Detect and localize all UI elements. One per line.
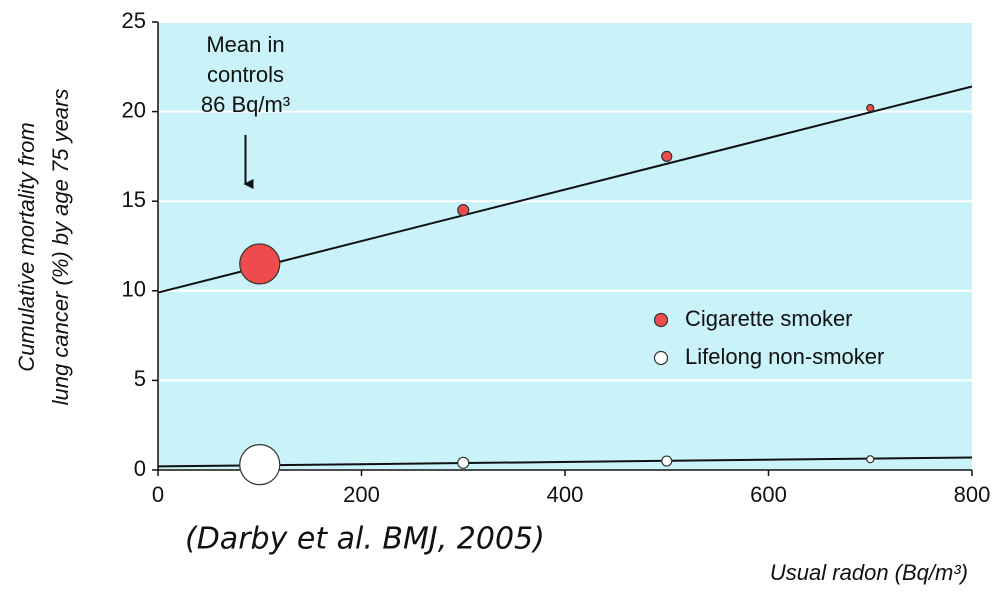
legend-marker [653, 312, 669, 328]
citation: (Darby et al. BMJ, 2005) [185, 522, 545, 557]
y-tick-label: 5 [134, 366, 146, 391]
fit-line [157, 456, 973, 468]
y-tick-label: 20 [122, 97, 146, 122]
data-point [239, 444, 281, 486]
data-point [661, 455, 673, 467]
data-point [866, 455, 875, 464]
data-point [661, 150, 673, 162]
data-point [866, 103, 875, 113]
plot-background [158, 22, 972, 470]
x-axis-label: Usual radon (Bq/m³) [770, 560, 968, 585]
x-tick-label: 600 [750, 482, 787, 507]
legend-marker [653, 350, 669, 366]
annotation: Mean in [206, 32, 284, 57]
annotation: controls [207, 62, 284, 87]
x-tick-label: 400 [547, 482, 584, 507]
y-axis-label: lung cancer (%) by age 75 years [48, 89, 73, 406]
x-tick-label: 800 [954, 482, 991, 507]
fit-line [157, 85, 973, 294]
y-tick-label: 0 [134, 456, 146, 481]
data-point [457, 456, 470, 469]
x-tick-label: 200 [343, 482, 380, 507]
legend-label: Cigarette smoker [685, 306, 853, 331]
y-axis-label: Cumulative mortality from [14, 122, 39, 371]
y-tick-label: 15 [122, 187, 146, 212]
legend-label: Lifelong non-smoker [685, 344, 884, 369]
annotation: 86 Bq/m³ [201, 92, 290, 117]
y-tick-label: 10 [122, 277, 146, 302]
data-point [239, 243, 281, 285]
data-point [457, 204, 470, 217]
y-tick-label: 25 [122, 8, 146, 33]
x-tick-label: 0 [152, 482, 164, 507]
